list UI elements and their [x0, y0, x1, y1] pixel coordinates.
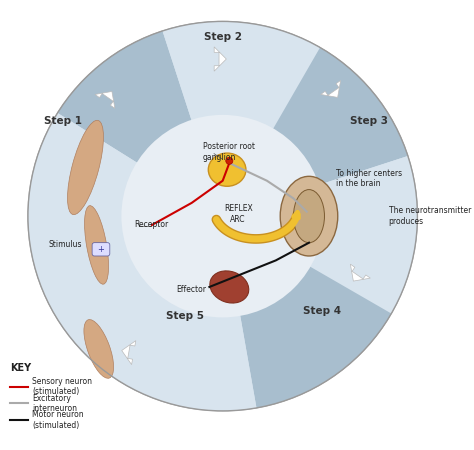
Circle shape	[226, 158, 233, 164]
Circle shape	[28, 22, 418, 411]
Text: Motor neuron
(stimulated): Motor neuron (stimulated)	[32, 410, 84, 430]
Ellipse shape	[84, 320, 114, 378]
Wedge shape	[163, 22, 320, 216]
Ellipse shape	[293, 189, 325, 243]
FancyArrow shape	[95, 91, 115, 108]
FancyArrow shape	[321, 81, 341, 98]
Text: Receptor: Receptor	[134, 220, 168, 230]
Text: Excitatory
interneuron: Excitatory interneuron	[32, 394, 77, 413]
FancyBboxPatch shape	[92, 243, 110, 256]
Circle shape	[121, 115, 324, 317]
Text: Step 5: Step 5	[166, 311, 204, 321]
Text: Posterior root
ganglion: Posterior root ganglion	[203, 142, 255, 162]
Text: KEY: KEY	[10, 363, 31, 373]
Text: To higher centers
in the brain: To higher centers in the brain	[336, 169, 401, 188]
Text: REFLEX
ARC: REFLEX ARC	[224, 204, 253, 224]
Wedge shape	[223, 156, 418, 314]
Wedge shape	[223, 48, 408, 216]
Wedge shape	[223, 216, 392, 408]
Text: Effector: Effector	[176, 285, 206, 294]
Text: Step 2: Step 2	[204, 32, 242, 42]
Ellipse shape	[67, 120, 103, 215]
Ellipse shape	[280, 176, 338, 256]
Text: Step 4: Step 4	[303, 306, 341, 316]
Text: Step 1: Step 1	[45, 116, 82, 126]
FancyArrow shape	[122, 341, 136, 364]
Text: Sensory neuron
(stimulated): Sensory neuron (stimulated)	[32, 377, 92, 396]
Wedge shape	[28, 216, 256, 411]
Text: The neurotransmitter
produces: The neurotransmitter produces	[389, 207, 471, 226]
Ellipse shape	[210, 271, 249, 303]
Text: Stimulus: Stimulus	[49, 240, 82, 249]
Ellipse shape	[84, 206, 109, 284]
Text: Step 3: Step 3	[350, 116, 388, 126]
Text: +: +	[98, 245, 104, 254]
Wedge shape	[28, 113, 223, 216]
FancyArrow shape	[350, 264, 370, 281]
Ellipse shape	[208, 153, 246, 186]
Wedge shape	[57, 31, 223, 216]
FancyArrow shape	[214, 47, 226, 71]
